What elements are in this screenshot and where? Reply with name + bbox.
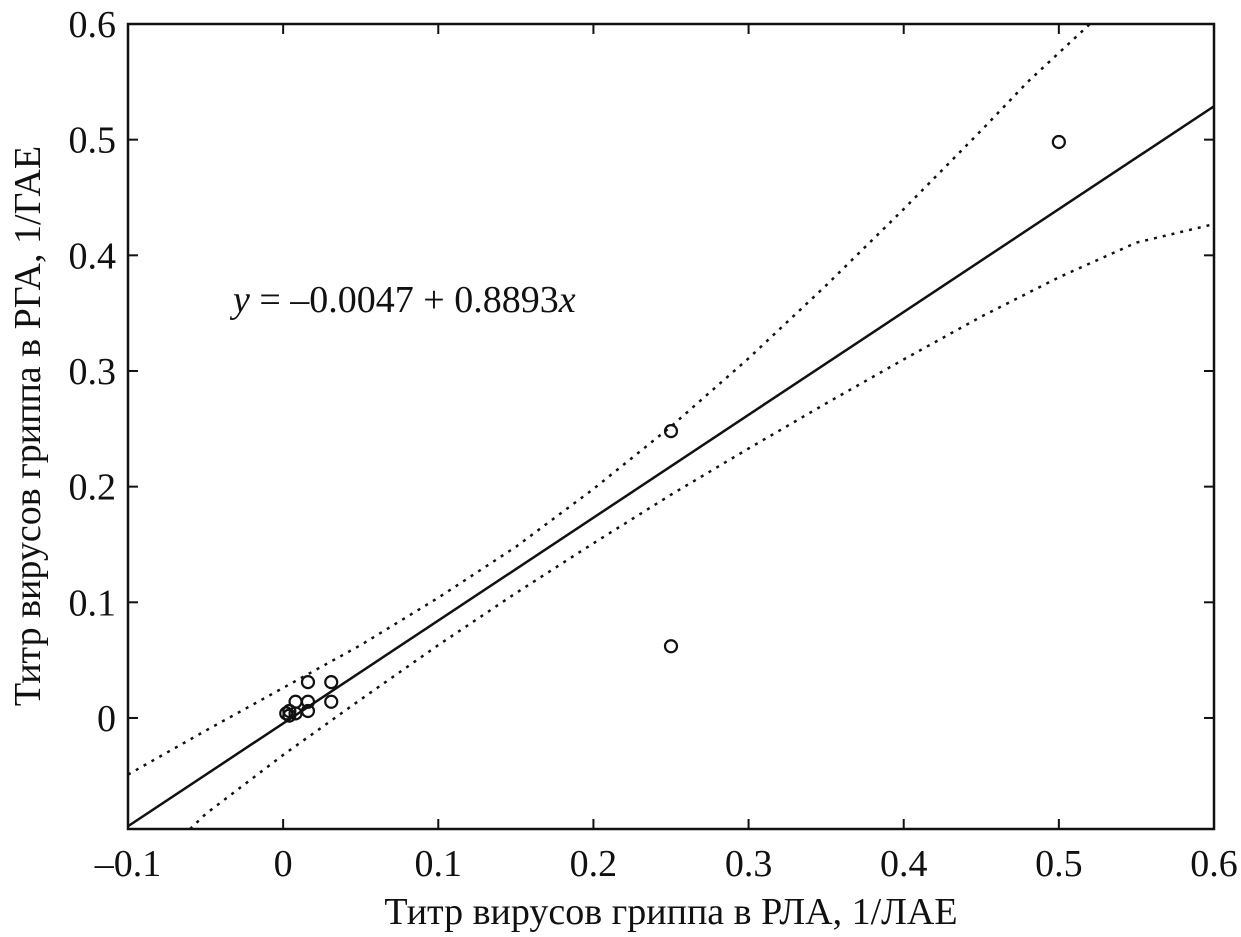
x-tick-label: 0.3 [725, 843, 773, 885]
x-tick-label: 0.2 [570, 843, 618, 885]
data-point [324, 694, 339, 709]
data-point [300, 675, 316, 690]
axis-ticks [127, 23, 1215, 829]
y-tick-label: 0.2 [69, 467, 117, 509]
confidence-band-upper [128, 24, 1091, 776]
y-tick-label: 0.4 [69, 235, 117, 277]
regression-line [128, 105, 1214, 828]
data-point [288, 694, 303, 709]
x-tick-label: 0.4 [880, 843, 928, 885]
equation-x: x [558, 279, 576, 321]
y-tick-label: 0.1 [69, 582, 117, 624]
x-axis-label: Титр вирусов гриппа в РЛА, 1/ЛАЕ [384, 891, 957, 933]
data-point [1051, 134, 1066, 150]
tick-labels: –0.1 0 0.1 0.2 0.3 0.4 0.5 0.6 0 0.1 0.2 0.3 0.4 0.5 0… [69, 4, 1238, 885]
x-tick-label: –0.1 [94, 843, 162, 885]
x-tick-label: 0.6 [1190, 843, 1238, 885]
confidence-band-lower [189, 222, 1214, 829]
y-tick-label: 0.3 [69, 351, 117, 393]
y-tick-label: 0.6 [69, 4, 117, 46]
equation-y: y [229, 279, 250, 321]
x-tick-label: 0.5 [1035, 843, 1083, 885]
y-axis-label: Титр вирусов гриппа в РГА, 1/ГАЕ [7, 146, 49, 706]
data-point [324, 675, 339, 690]
data-point [300, 694, 316, 709]
regression-equation: y = –0.0047 + 0.8893x [229, 279, 576, 321]
data-point [282, 708, 297, 723]
data-point [279, 706, 294, 721]
data-point [663, 424, 679, 439]
y-tick-label: 0.5 [69, 120, 117, 162]
equation-body: = –0.0047 + 0.8893 [250, 279, 559, 321]
x-tick-label: 0 [274, 843, 293, 885]
regression-line-group [128, 105, 1214, 828]
x-tick-label: 0.1 [415, 843, 463, 885]
plot-frame [126, 22, 1216, 831]
data-points [279, 134, 1066, 723]
data-point [663, 639, 679, 654]
confidence-band [128, 24, 1214, 829]
data-point [300, 703, 316, 719]
y-tick-label: 0 [97, 698, 116, 740]
